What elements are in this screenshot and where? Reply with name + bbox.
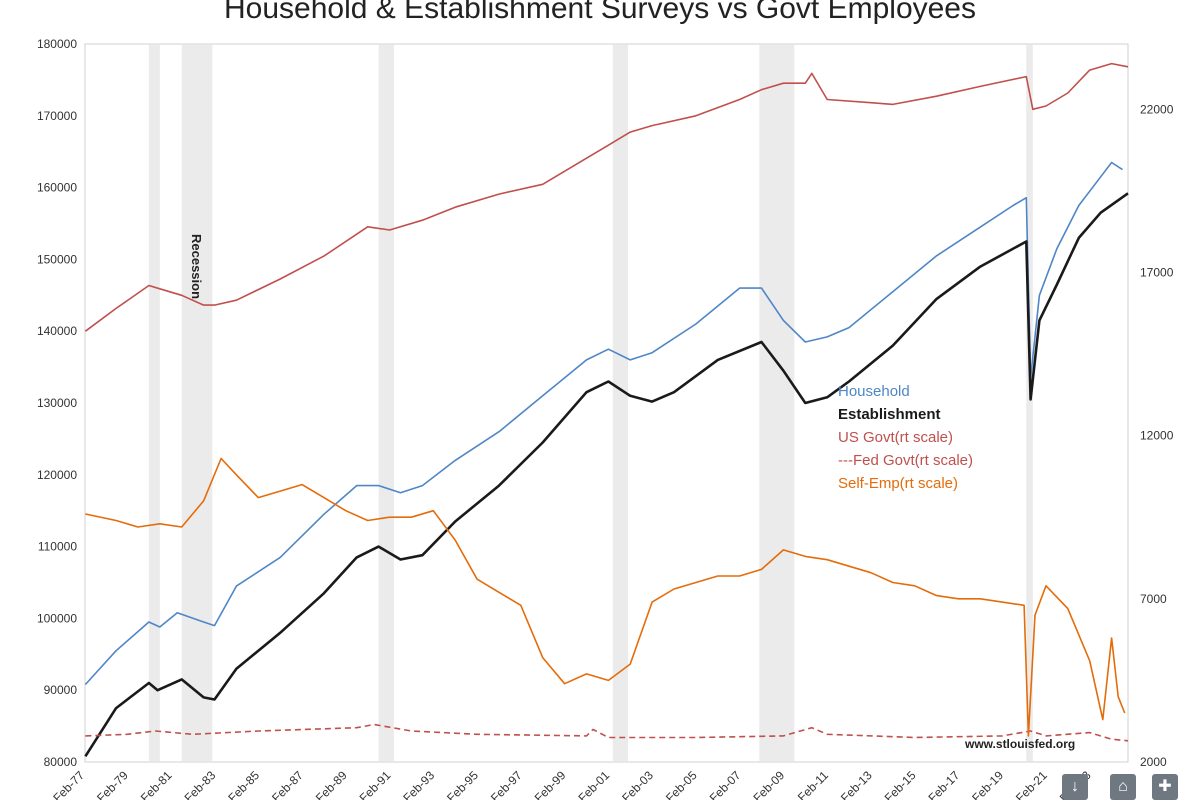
left-tick-label: 100000	[37, 611, 77, 625]
x-tick-label: Feb-89	[313, 768, 350, 800]
recession-band-3	[612, 44, 629, 762]
series-line-2	[84, 62, 1129, 332]
plot-frame	[84, 43, 1129, 763]
download-icon: ↓	[1071, 778, 1079, 795]
recession-bands	[148, 44, 1033, 762]
x-tick-label: Feb-17	[926, 768, 963, 800]
x-tick-label: Feb-07	[707, 768, 744, 800]
x-tick-label: Feb-79	[94, 768, 131, 800]
x-tick-label: Feb-03	[619, 768, 656, 800]
legend-entry: Self-Emp(rt scale)	[838, 475, 958, 492]
legend-entry: Household	[838, 383, 910, 400]
right-axis-ticks: 22000 17000 12000 7000 2000	[1140, 102, 1174, 769]
chart-title: Household & Establishment Surveys vs Gov…	[224, 0, 976, 25]
series-lines	[84, 62, 1129, 757]
left-tick-label: 150000	[37, 252, 77, 266]
recession-band-4	[759, 44, 795, 762]
x-tick-label: Feb-11	[795, 768, 831, 800]
left-tick-label: 140000	[37, 324, 77, 338]
right-tick-label: 2000	[1140, 755, 1167, 769]
x-tick-label: Feb-09	[750, 768, 787, 800]
settings-icon: ✚	[1158, 778, 1172, 795]
legend-entry: ---Fed Govt(rt scale)	[838, 452, 973, 469]
x-tick-label: Feb-81	[138, 768, 175, 800]
left-tick-label: 180000	[37, 37, 77, 51]
series-line-4	[85, 457, 1126, 737]
x-tick-label: Feb-77	[50, 768, 87, 800]
legend-entry: US Govt(rt scale)	[838, 429, 953, 446]
x-tick-label: Feb-83	[182, 768, 219, 800]
right-tick-label: 7000	[1140, 592, 1167, 606]
recession-band-2	[378, 44, 394, 762]
left-axis-ticks: 180000 170000 160000 150000 140000 130000 1200…	[37, 37, 77, 769]
x-tick-label: Feb-93	[400, 768, 437, 800]
series-line-1	[84, 192, 1129, 757]
recession-band-1	[181, 44, 213, 762]
x-tick-label: Feb-97	[488, 768, 525, 800]
x-tick-label: Feb-13	[838, 768, 875, 800]
x-tick-label: Feb-85	[225, 768, 262, 800]
right-tick-label: 22000	[1140, 102, 1174, 116]
x-tick-label: Feb-95	[444, 768, 481, 800]
share-icon: ⌂	[1118, 778, 1128, 795]
x-tick-label: Feb-91	[357, 768, 394, 800]
left-tick-label: 130000	[37, 396, 77, 410]
legend-entry: Establishment	[838, 406, 941, 423]
x-tick-label: Feb-05	[663, 768, 700, 800]
recession-label: Recession	[189, 234, 204, 299]
right-tick-label: 12000	[1140, 429, 1174, 443]
legend: Household Establishment US Govt(rt scale) -…	[838, 383, 973, 492]
right-tick-label: 17000	[1140, 265, 1174, 279]
x-tick-label: Feb-99	[532, 768, 569, 800]
left-tick-label: 80000	[44, 755, 78, 769]
left-tick-label: 90000	[44, 683, 78, 697]
series-line-0	[84, 161, 1123, 686]
x-tick-label: Feb-87	[269, 768, 306, 800]
series-line-3	[85, 723, 1129, 742]
share-button[interactable]: ⌂	[1110, 774, 1136, 800]
left-tick-label: 110000	[38, 540, 77, 554]
x-tick-label: Feb-15	[882, 768, 919, 800]
left-tick-label: 120000	[37, 468, 77, 482]
x-axis-ticks: Feb-77 Feb-79 Feb-81 Feb-83 Feb-85 Feb-87 Feb-…	[50, 768, 1093, 800]
x-tick-label: Feb-01	[575, 768, 612, 800]
x-tick-label: Feb-19	[969, 768, 1006, 800]
left-tick-label: 160000	[37, 181, 77, 195]
source-label: www.stlouisfed.org	[964, 737, 1075, 751]
x-tick-label: Feb-21	[1013, 768, 1050, 800]
download-button[interactable]: ↓	[1062, 774, 1088, 800]
recession-band-0	[148, 44, 160, 762]
recession-band-5	[1026, 44, 1033, 762]
left-tick-label: 170000	[37, 109, 77, 123]
settings-button[interactable]: ✚	[1152, 774, 1178, 800]
